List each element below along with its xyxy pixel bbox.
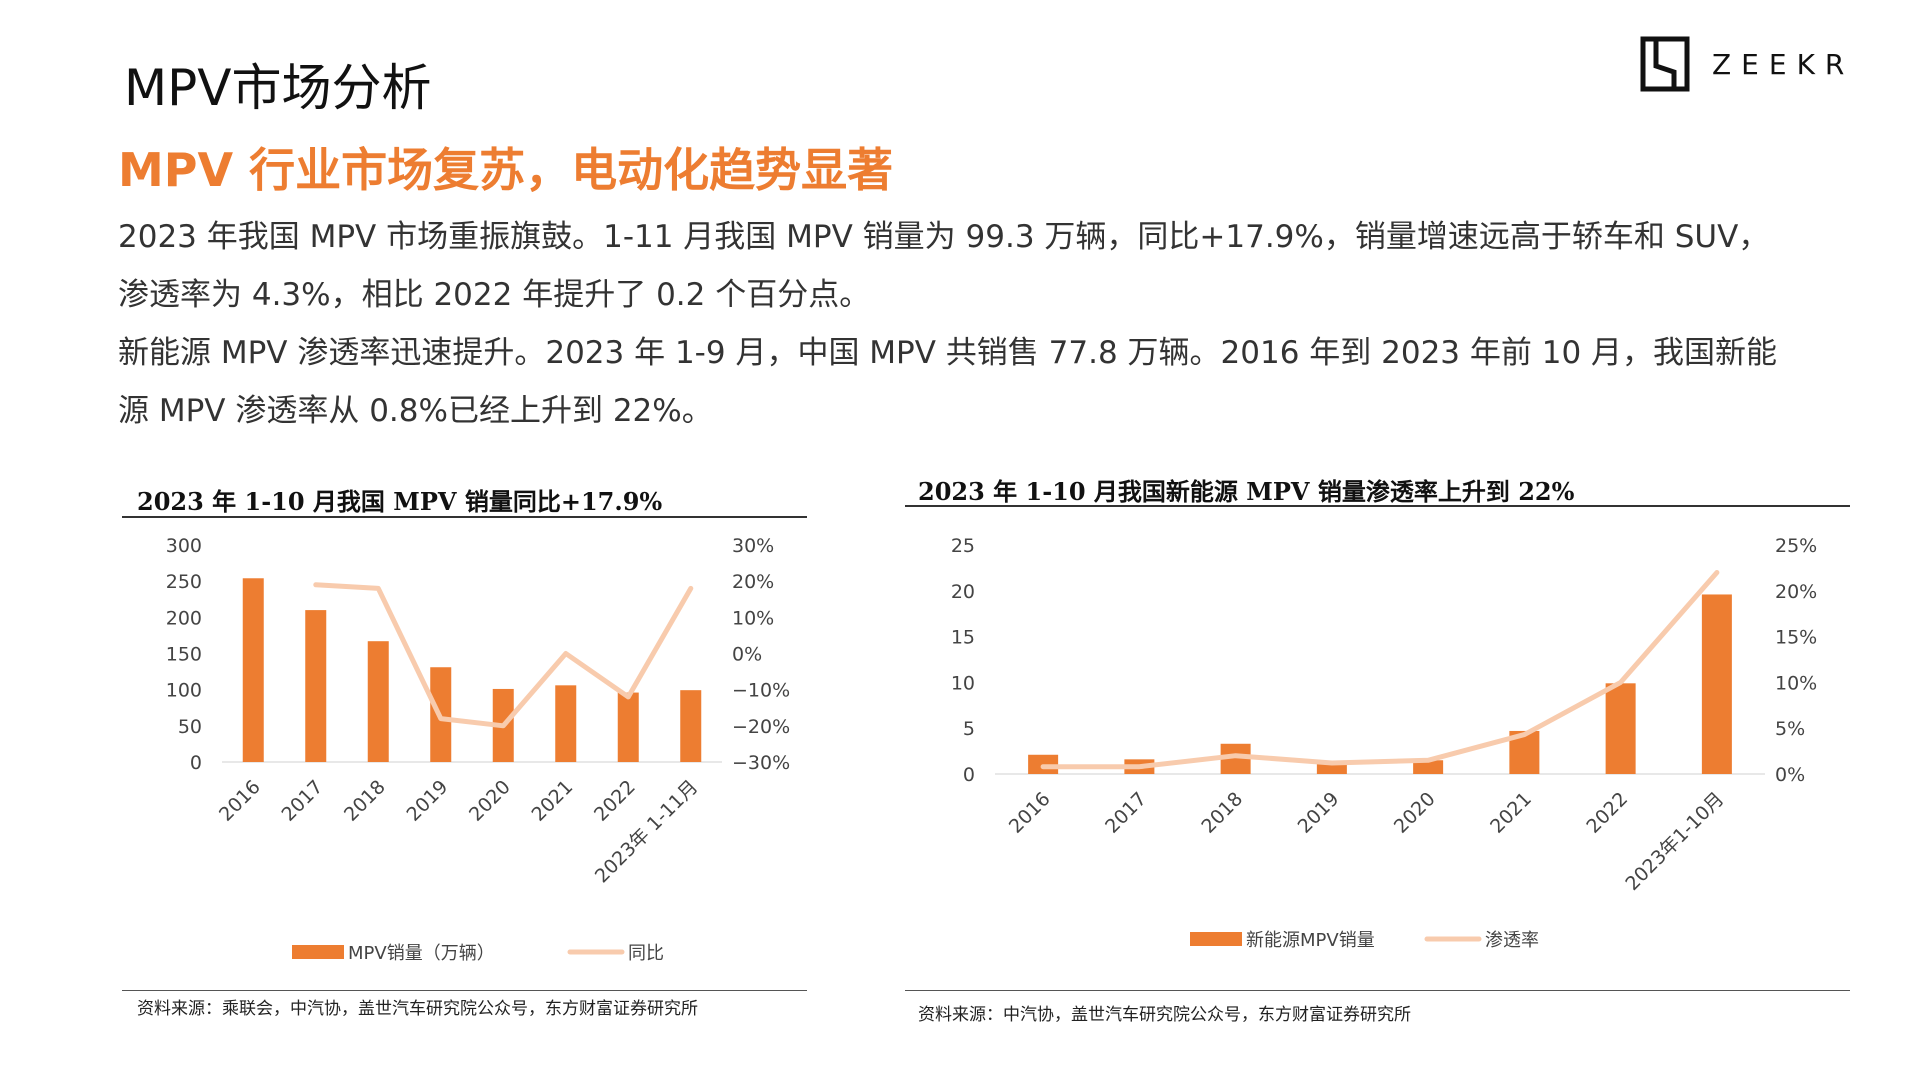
chart1-title: 2023 年 1-10 月我国 MPV 销量同比+17.9% [137, 487, 663, 516]
x-tick-label: 2020 [465, 776, 515, 826]
bar [617, 692, 639, 762]
chart1-source: 资料来源：乘联会，中汽协，盖世汽车研究院公众号，东方财富证券研究所 [137, 999, 698, 1019]
y-left-tick-label: 20 [951, 581, 975, 603]
x-tick-label: 2022 [590, 776, 640, 826]
y-right-tick-label: 30% [732, 535, 774, 557]
x-tick-label: 2020 [1390, 788, 1440, 838]
chart2-source: 资料来源：中汽协，盖世汽车研究院公众号，东方财富证券研究所 [918, 1005, 1411, 1025]
bar [1605, 683, 1636, 774]
x-tick-label: 2016 [215, 776, 265, 826]
y-left-tick-label: 25 [951, 535, 975, 557]
series-line [313, 582, 694, 729]
paragraph-line: 源 MPV 渗透率从 0.8%已经上升到 22%。 [118, 393, 713, 429]
x-tick-label: 2018 [340, 776, 390, 826]
y-right-tick-label: −20% [732, 716, 790, 738]
chart1-title-rule [122, 516, 807, 518]
body-text: 2023 年我国 MPV 市场重振旗鼓。1-11 月我国 MPV 销量为 99.… [118, 208, 1838, 440]
bar [367, 641, 389, 762]
x-tick-label: 2022 [1582, 788, 1632, 838]
y-left-tick-label: 15 [951, 627, 975, 649]
y-left-tick-label: 100 [166, 680, 202, 702]
paragraph-line: 2023 年我国 MPV 市场重振旗鼓。1-11 月我国 MPV 销量为 99.… [118, 219, 1770, 255]
chart1-svg: 0 50 100 150 200 250 300 −30% −20% −10% 0% 10% 20% 30… [166, 535, 790, 964]
x-tick-label: 2023年1-10月 [1621, 788, 1728, 895]
y-left-tick-label: 200 [166, 607, 202, 629]
x-tick-label: 2019 [1294, 788, 1344, 838]
legend-bar-label: MPV销量（万辆） [348, 943, 495, 964]
y-left-tick-label: 5 [963, 718, 975, 740]
legend-line-label: 渗透率 [1485, 930, 1539, 951]
y-left-tick-label: 50 [178, 716, 202, 738]
y-right-tick-label: 0% [1775, 764, 1805, 786]
y-left-tick-label: 150 [166, 644, 202, 666]
brand-name: ZEEKR [1712, 47, 1855, 81]
brand-logo: ZEEKR [1640, 36, 1854, 92]
y-left-tick-label: 300 [166, 535, 202, 557]
y-right-tick-label: 5% [1775, 718, 1805, 740]
chart2-title-rule [905, 505, 1850, 507]
y-right-tick-label: 0% [732, 644, 762, 666]
x-tick-label: 2016 [1005, 788, 1055, 838]
legend-bar-swatch [292, 945, 344, 959]
y-right-tick-label: 10% [1775, 672, 1817, 694]
y-right-tick-label: −30% [732, 752, 790, 774]
chart1-source-rule [122, 990, 807, 991]
chart2-source-rule [905, 990, 1850, 991]
paragraph-line: 渗透率为 4.3%，相比 2022 年提升了 0.2 个百分点。 [118, 277, 871, 313]
zeekr-logo-icon [1640, 36, 1690, 92]
chart2-title: 2023 年 1-10 月我国新能源 MPV 销量渗透率上升到 22% [918, 477, 1575, 506]
y-right-tick-label: 20% [1775, 581, 1817, 603]
page-title: MPV市场分析 [124, 59, 432, 117]
x-tick-label: 2019 [403, 776, 453, 826]
series-line [1040, 570, 1720, 770]
legend-bar-label: 新能源MPV销量 [1246, 930, 1375, 951]
y-left-tick-label: 0 [963, 764, 975, 786]
x-tick-label: 2018 [1197, 788, 1247, 838]
bar [305, 610, 327, 762]
chart2-svg: 0 5 10 15 20 25 0% 5% 10% 15% 20% 25% 2016 2017 2018 20… [951, 535, 1817, 951]
x-tick-label: 2017 [1101, 788, 1151, 838]
paragraph-line: 新能源 MPV 渗透率迅速提升。2023 年 1-9 月，中国 MPV 共销售 … [118, 335, 1778, 371]
y-right-tick-label: −10% [732, 680, 790, 702]
y-left-tick-label: 250 [166, 571, 202, 593]
bar [1413, 760, 1444, 774]
bar [1701, 594, 1732, 774]
y-left-tick-label: 0 [190, 752, 202, 774]
y-left-tick-label: 10 [951, 672, 975, 694]
y-right-tick-label: 15% [1775, 627, 1817, 649]
y-right-tick-label: 25% [1775, 535, 1817, 557]
x-tick-label: 2017 [278, 776, 328, 826]
bar [680, 690, 702, 762]
legend-line-label: 同比 [628, 943, 664, 964]
y-right-tick-label: 10% [732, 607, 774, 629]
y-right-tick-label: 20% [732, 571, 774, 593]
headline: MPV 行业市场复苏，电动化趋势显著 [118, 143, 894, 197]
legend-bar-swatch [1190, 932, 1242, 946]
bar [242, 578, 264, 762]
x-tick-label: 2021 [528, 776, 578, 826]
bar [555, 685, 577, 762]
x-tick-label: 2021 [1486, 788, 1536, 838]
